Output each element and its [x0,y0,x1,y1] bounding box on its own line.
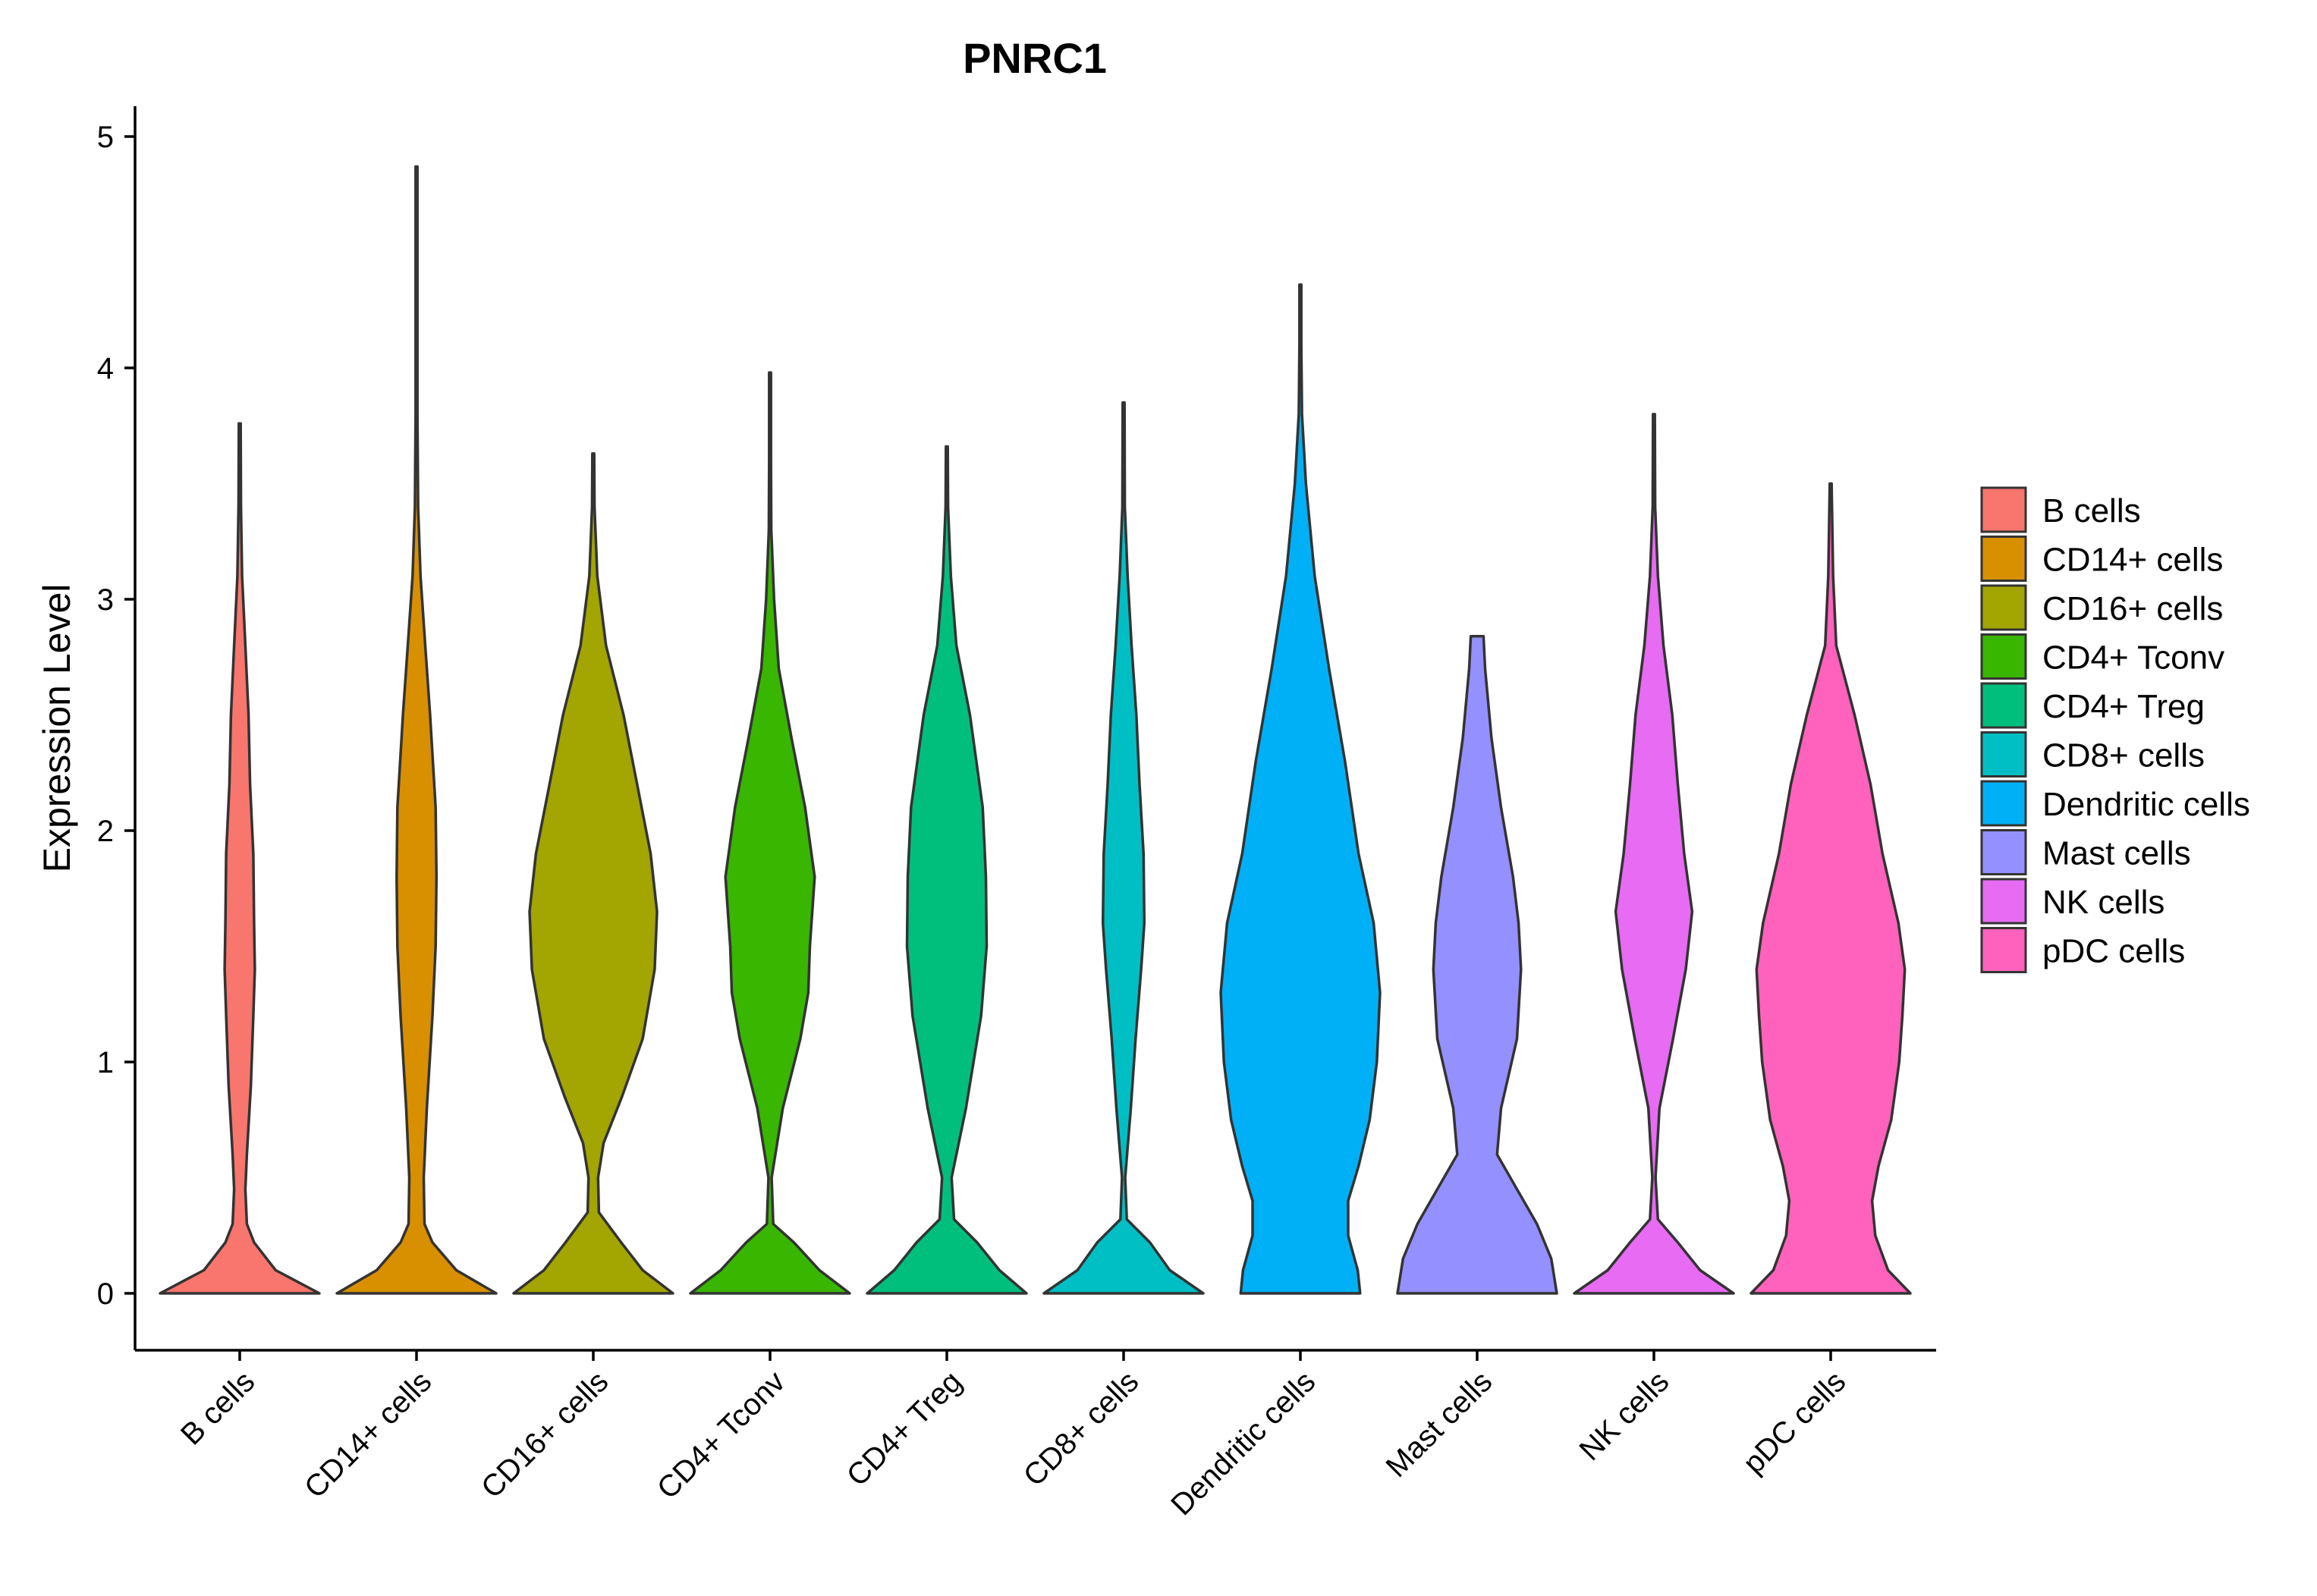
legend-swatch [1980,780,2027,827]
violin-cd16-cells [512,452,674,1295]
legend-swatch [1980,536,2027,582]
y-tick-label: 0 [97,1277,114,1311]
legend-label: CD4+ Tconv [2042,639,2224,677]
x-tick-label: CD14+ cells [298,1365,438,1504]
legend-swatch [1980,731,2027,778]
violin-dendritic-cells [1219,283,1382,1295]
legend-label: CD4+ Treg [2042,688,2205,725]
violin-b-cells [159,422,321,1295]
x-tick-label: B cells [174,1365,261,1451]
legend-label: CD16+ cells [2042,590,2223,627]
violin-cd4-tconv [689,371,851,1295]
legend-swatch [1980,486,2027,533]
legend-label: NK cells [2042,884,2165,921]
legend-swatch [1980,584,2027,631]
chart-title: PNRC1 [963,34,1107,82]
x-tick-label: pDC cells [1737,1365,1852,1480]
legend-swatch [1980,927,2027,973]
legend-label: Mast cells [2042,835,2191,872]
x-tick-label: Mast cells [1380,1365,1499,1484]
y-tick-label: 1 [97,1046,114,1079]
x-tick-label: CD4+ Tconv [651,1365,791,1505]
legend-swatch [1980,829,2027,875]
legend-label: Dendritic cells [2042,786,2250,823]
y-tick-label: 4 [97,352,114,385]
x-tick-label: CD8+ cells [1017,1365,1146,1493]
x-tick-label: Dendritic cells [1165,1365,1322,1522]
violin-cd14-cells [335,165,498,1295]
legend-label: CD8+ cells [2042,737,2205,774]
legend-label: pDC cells [2042,933,2185,970]
y-tick-label: 5 [97,121,114,154]
x-tick-label: CD4+ Treg [841,1365,969,1493]
legend-swatch [1980,633,2027,680]
violin-nk-cells [1573,413,1735,1295]
x-tick-label: CD16+ cells [475,1365,615,1504]
violin-pdc-cells [1750,482,1912,1295]
x-tick-label: NK cells [1573,1365,1676,1467]
legend-swatch [1980,682,2027,729]
y-axis-label: Expression Level [36,584,78,873]
y-tick-label: 2 [97,815,114,848]
legend-label: CD14+ cells [2042,542,2223,579]
violins [159,165,1912,1295]
y-ticks: 0 1 2 3 4 5 [97,121,135,1311]
legend: B cells CD14+ cells CD16+ cells CD4+ Tconv C… [1980,486,2250,973]
violin-cd8-cells [1042,401,1205,1295]
y-tick-label: 3 [97,583,114,617]
legend-swatch [1980,878,2027,925]
axes [134,106,1936,1352]
violin-mast-cells [1396,635,1558,1295]
violin-cd4-treg [866,445,1028,1295]
legend-label: B cells [2042,492,2141,529]
x-ticks: B cells CD14+ cells CD16+ cells CD4+ Tconv C… [174,1350,1852,1522]
